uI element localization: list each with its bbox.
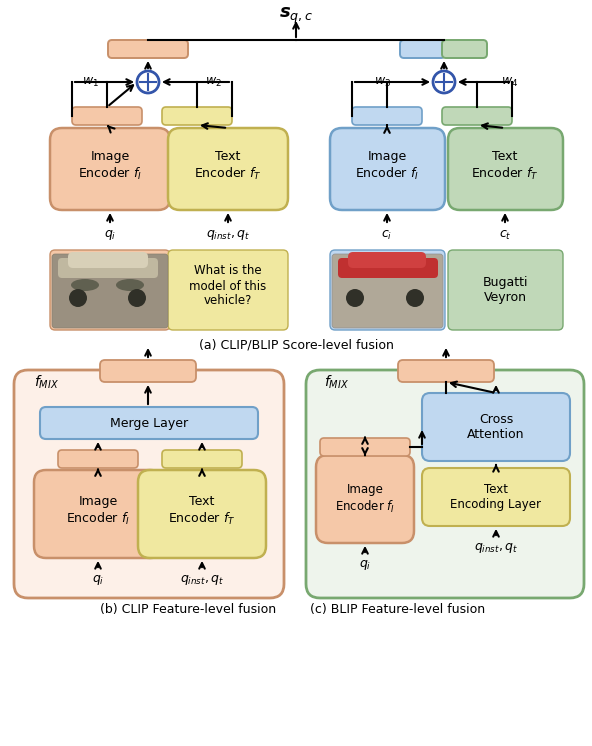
Circle shape	[128, 289, 146, 307]
Text: $c_t$: $c_t$	[498, 228, 511, 242]
Circle shape	[346, 289, 364, 307]
FancyBboxPatch shape	[168, 128, 288, 210]
FancyBboxPatch shape	[316, 455, 414, 543]
Text: Image
Encoder $f_I$: Image Encoder $f_I$	[335, 483, 395, 515]
FancyBboxPatch shape	[58, 258, 158, 278]
Circle shape	[69, 289, 87, 307]
Text: Image
Encoder $f_I$: Image Encoder $f_I$	[355, 150, 419, 182]
Circle shape	[406, 289, 424, 307]
FancyBboxPatch shape	[162, 450, 242, 468]
FancyBboxPatch shape	[320, 438, 410, 456]
FancyBboxPatch shape	[442, 107, 512, 125]
FancyBboxPatch shape	[58, 450, 138, 468]
Text: $c_i$: $c_i$	[381, 228, 392, 242]
FancyBboxPatch shape	[50, 128, 170, 210]
Text: Image
Encoder $f_I$: Image Encoder $f_I$	[78, 150, 142, 182]
FancyBboxPatch shape	[422, 468, 570, 526]
FancyBboxPatch shape	[400, 40, 445, 58]
Text: Bugatti
Veyron: Bugatti Veyron	[482, 276, 527, 304]
Text: $w_2$: $w_2$	[205, 75, 221, 89]
FancyBboxPatch shape	[162, 107, 232, 125]
FancyBboxPatch shape	[352, 107, 422, 125]
Text: (a) CLIP/BLIP Score-level fusion: (a) CLIP/BLIP Score-level fusion	[198, 339, 394, 351]
Text: $q_{inst}, q_t$: $q_{inst}, q_t$	[474, 541, 518, 555]
Text: Merge Layer: Merge Layer	[110, 416, 188, 430]
FancyBboxPatch shape	[14, 370, 284, 598]
Text: Text
Encoding Layer: Text Encoding Layer	[451, 483, 542, 511]
FancyBboxPatch shape	[422, 393, 570, 461]
Text: What is the
model of this
vehicle?: What is the model of this vehicle?	[189, 265, 266, 307]
Circle shape	[433, 71, 455, 93]
Text: Text
Encoder $f_T$: Text Encoder $f_T$	[194, 150, 262, 182]
FancyBboxPatch shape	[168, 250, 288, 330]
FancyBboxPatch shape	[138, 470, 266, 558]
FancyBboxPatch shape	[332, 254, 443, 328]
Text: $q_{inst}, q_t$: $q_{inst}, q_t$	[180, 573, 224, 587]
Text: (b) CLIP Feature-level fusion: (b) CLIP Feature-level fusion	[100, 604, 276, 616]
FancyBboxPatch shape	[330, 128, 445, 210]
Text: $q_i$: $q_i$	[104, 228, 116, 242]
FancyBboxPatch shape	[348, 252, 426, 268]
Text: $w_1$: $w_1$	[82, 75, 98, 89]
Text: $q_i$: $q_i$	[359, 558, 371, 572]
Text: $\boldsymbol{s}_{q,c}$: $\boldsymbol{s}_{q,c}$	[279, 6, 313, 26]
Text: (c) BLIP Feature-level fusion: (c) BLIP Feature-level fusion	[310, 604, 485, 616]
FancyBboxPatch shape	[100, 360, 196, 382]
Text: $q_i$: $q_i$	[92, 573, 104, 587]
Text: Image
Encoder $f_I$: Image Encoder $f_I$	[66, 495, 130, 527]
Text: $q_{inst}, q_t$: $q_{inst}, q_t$	[206, 228, 250, 242]
FancyBboxPatch shape	[448, 128, 563, 210]
FancyBboxPatch shape	[52, 254, 168, 328]
Text: Text
Encoder $f_T$: Text Encoder $f_T$	[168, 495, 236, 527]
Text: $w_4$: $w_4$	[501, 75, 519, 89]
FancyBboxPatch shape	[330, 250, 445, 330]
FancyBboxPatch shape	[306, 370, 584, 598]
FancyBboxPatch shape	[398, 360, 494, 382]
FancyBboxPatch shape	[72, 107, 142, 125]
Circle shape	[137, 71, 159, 93]
FancyBboxPatch shape	[338, 258, 438, 278]
FancyBboxPatch shape	[442, 40, 487, 58]
Ellipse shape	[116, 279, 144, 291]
Text: $w_3$: $w_3$	[375, 75, 391, 89]
FancyBboxPatch shape	[448, 250, 563, 330]
FancyBboxPatch shape	[40, 407, 258, 439]
FancyBboxPatch shape	[50, 250, 170, 330]
FancyBboxPatch shape	[68, 252, 148, 268]
Text: Text
Encoder $f_T$: Text Encoder $f_T$	[471, 150, 539, 182]
FancyBboxPatch shape	[34, 470, 162, 558]
Text: $f_{MIX}$: $f_{MIX}$	[34, 373, 59, 391]
Text: Cross
Attention: Cross Attention	[467, 413, 525, 441]
Text: $f_{MIX}$: $f_{MIX}$	[324, 373, 349, 391]
FancyBboxPatch shape	[108, 40, 188, 58]
Ellipse shape	[71, 279, 99, 291]
